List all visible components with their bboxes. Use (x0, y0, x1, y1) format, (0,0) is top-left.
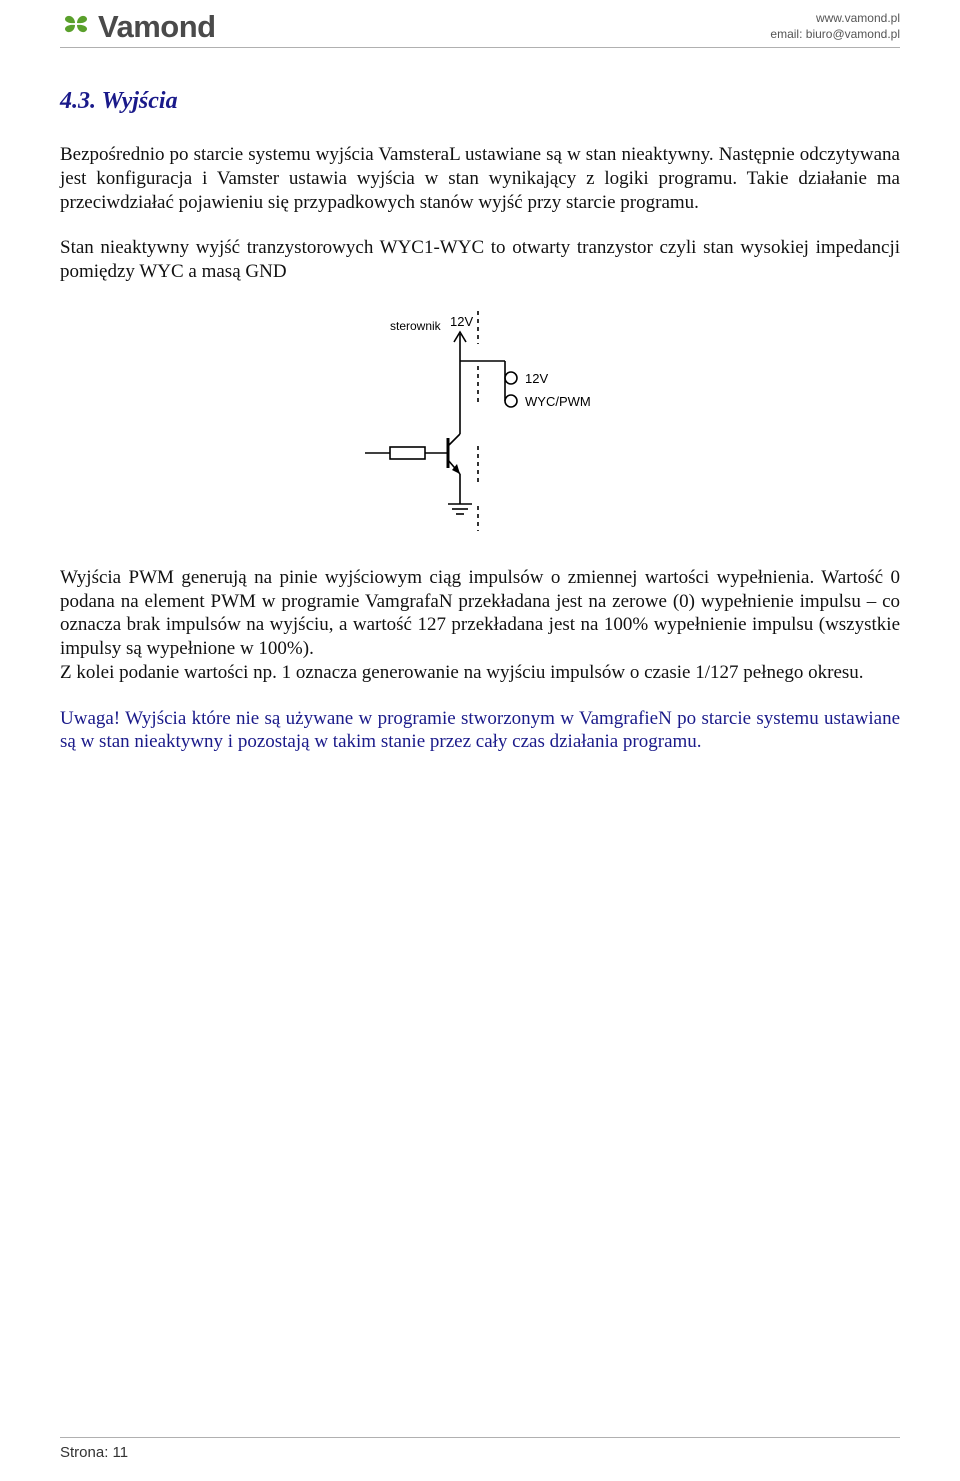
logo-block: Vamond (60, 8, 216, 45)
diagram-label-12v-right: 12V (525, 371, 548, 386)
diagram-label-sterownik: sterownik (390, 319, 442, 333)
clover-icon (60, 8, 92, 45)
contact-block: www.vamond.pl email: biuro@vamond.pl (770, 8, 900, 42)
paragraph-3: Wyjścia PWM generują na pinie wyjściowym… (60, 566, 900, 685)
circuit-diagram: sterownik 12V 12V WYC/PWM (60, 306, 900, 536)
page-number: Strona: 11 (60, 1444, 128, 1461)
email-text: email: biuro@vamond.pl (770, 26, 900, 42)
warning-paragraph: Uwaga! Wyjścia które nie są używane w pr… (60, 707, 900, 755)
paragraph-1: Bezpośrednio po starcie systemu wyjścia … (60, 143, 900, 214)
website-text: www.vamond.pl (770, 10, 900, 26)
diagram-label-12v-top: 12V (450, 314, 473, 329)
page-footer: Strona: 11 (60, 1437, 900, 1461)
paragraph-3a: Wyjścia PWM generują na pinie wyjściowym… (60, 567, 900, 659)
brand-name: Vamond (98, 9, 216, 45)
warning-label: Uwaga! (60, 708, 125, 729)
page-header: Vamond www.vamond.pl email: biuro@vamond… (60, 0, 900, 48)
diagram-label-wyc: WYC/PWM (525, 394, 591, 409)
paragraph-4: Z kolei podanie wartości np. 1 oznacza g… (60, 662, 864, 683)
section-heading: 4.3. Wyjścia (60, 88, 900, 115)
page: Vamond www.vamond.pl email: biuro@vamond… (0, 0, 960, 1481)
paragraph-2: Stan nieaktywny wyjść tranzystorowych WY… (60, 236, 900, 284)
warning-text: Wyjścia które nie są używane w programie… (60, 708, 900, 753)
